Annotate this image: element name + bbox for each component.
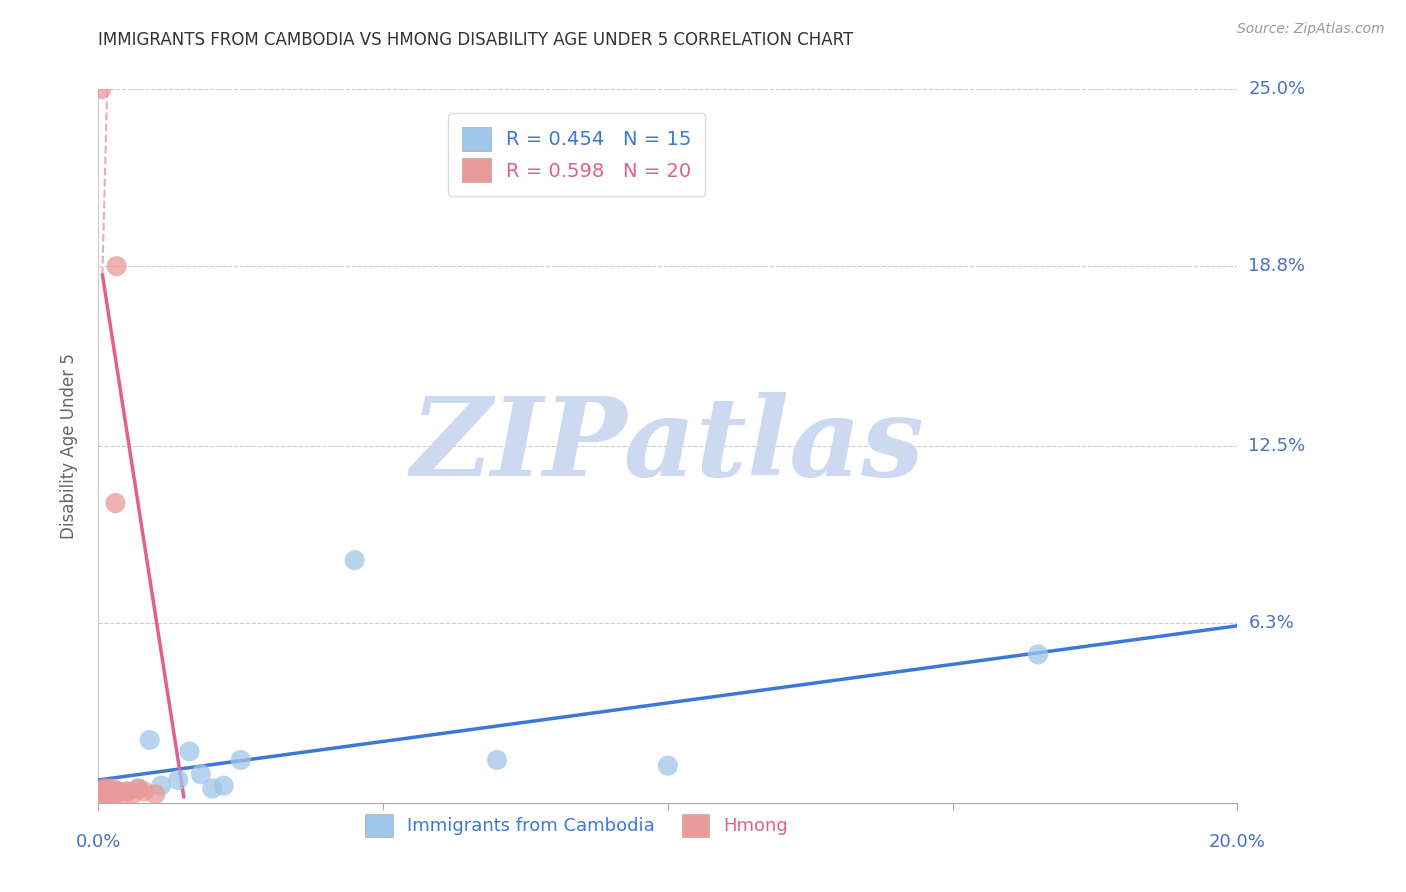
Text: IMMIGRANTS FROM CAMBODIA VS HMONG DISABILITY AGE UNDER 5 CORRELATION CHART: IMMIGRANTS FROM CAMBODIA VS HMONG DISABI… [98, 31, 853, 49]
Text: 18.8%: 18.8% [1249, 257, 1305, 275]
Point [91, 787, 114, 801]
Point [145, 787, 167, 801]
Legend: Immigrants from Cambodia, Hmong: Immigrants from Cambodia, Hmong [359, 807, 796, 844]
Point [486, 753, 509, 767]
Point [657, 758, 679, 772]
Point [104, 496, 127, 510]
Point [121, 787, 143, 801]
Point [167, 772, 190, 787]
Point [105, 259, 128, 273]
Point [115, 784, 138, 798]
Text: 6.3%: 6.3% [1249, 614, 1294, 632]
Point [90, 82, 112, 96]
Point [110, 787, 132, 801]
Point [115, 784, 138, 798]
Point [150, 779, 173, 793]
Point [190, 767, 212, 781]
Point [201, 781, 224, 796]
Point [100, 787, 122, 801]
Point [179, 744, 201, 758]
Point [229, 753, 252, 767]
Text: 0.0%: 0.0% [76, 833, 121, 851]
Point [138, 733, 160, 747]
Point [343, 553, 366, 567]
Text: 12.5%: 12.5% [1249, 437, 1306, 455]
Point [101, 781, 124, 796]
Point [97, 787, 120, 801]
Point [107, 784, 129, 798]
Point [93, 781, 115, 796]
Point [127, 781, 149, 796]
Point [93, 784, 115, 798]
Y-axis label: Disability Age Under 5: Disability Age Under 5 [59, 353, 77, 539]
Text: 25.0%: 25.0% [1249, 80, 1306, 98]
Text: Source: ZipAtlas.com: Source: ZipAtlas.com [1237, 22, 1385, 37]
Point [127, 781, 149, 796]
Text: 20.0%: 20.0% [1209, 833, 1265, 851]
Point [90, 784, 112, 798]
Point [96, 787, 118, 801]
Point [104, 787, 127, 801]
Point [94, 784, 117, 798]
Point [1026, 648, 1049, 662]
Point [96, 781, 118, 796]
Point [103, 784, 125, 798]
Point [212, 779, 235, 793]
Text: ZIPatlas: ZIPatlas [411, 392, 925, 500]
Point [98, 784, 121, 798]
Point [132, 784, 155, 798]
